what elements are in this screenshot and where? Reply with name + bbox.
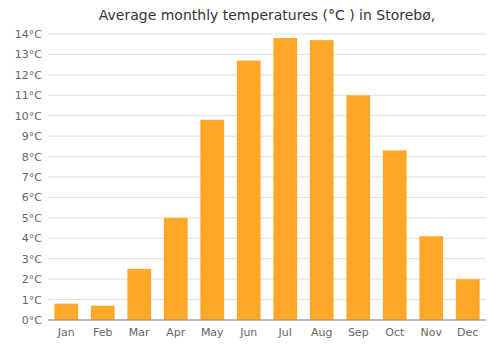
bar <box>91 306 115 320</box>
y-tick-label: 11°C <box>15 89 42 102</box>
bar <box>346 95 370 320</box>
bar <box>127 269 151 320</box>
x-tick-label: Oct <box>385 326 405 339</box>
y-tick-label: 5°C <box>22 212 42 225</box>
bar <box>419 236 443 320</box>
y-tick-label: 8°C <box>22 151 42 164</box>
grid-line <box>48 320 486 321</box>
y-tick-label: 0°C <box>22 314 42 327</box>
x-tick-label: Nov <box>421 326 443 339</box>
y-tick-label: 12°C <box>15 69 42 82</box>
grid <box>48 34 486 320</box>
grid-line <box>48 156 486 157</box>
y-tick-label: 2°C <box>22 273 42 286</box>
bar <box>164 218 188 320</box>
bar <box>456 279 480 320</box>
bar <box>273 38 297 320</box>
title: Average monthly temperatures (°C ) in St… <box>99 7 435 23</box>
bar <box>237 61 261 320</box>
y-tick-label: 14°C <box>15 28 42 41</box>
grid-line <box>48 95 486 96</box>
y-tick-label: 10°C <box>15 110 42 123</box>
y-tick-label: 9°C <box>22 130 42 143</box>
x-axis-line <box>48 320 486 321</box>
y-tick-label: 3°C <box>22 253 42 266</box>
grid-line <box>48 74 486 75</box>
y-tick-label: 1°C <box>22 294 42 307</box>
x-tick-label: Mar <box>129 326 150 339</box>
x-tick-label: May <box>201 326 224 339</box>
bar <box>54 304 78 320</box>
grid-line <box>48 136 486 137</box>
bar <box>200 120 224 320</box>
x-tick-label: Apr <box>166 326 186 339</box>
x-tick-label: Sep <box>348 326 369 339</box>
y-tick-label: 13°C <box>15 48 42 61</box>
x-tick-label: Feb <box>93 326 112 339</box>
chart: Average monthly temperatures (°C ) in St… <box>0 0 500 350</box>
y-tick-label: 7°C <box>22 171 42 184</box>
y-tick-label: 4°C <box>22 232 42 245</box>
grid-line <box>48 177 486 178</box>
y-axis: 0°C 1°C 2°C 3°C 4°C 5°C 6°C 7°C 8°C 9°C 10°C 11°C 12… <box>15 28 42 327</box>
grid-line <box>48 115 486 116</box>
grid-line <box>48 54 486 55</box>
x-tick-label: Aug <box>311 326 332 339</box>
x-tick-label: Jul <box>278 326 292 339</box>
x-tick-label: Dec <box>457 326 478 339</box>
y-tick-label: 6°C <box>22 191 42 204</box>
x-tick-label: Jan <box>57 326 75 339</box>
bar <box>310 40 334 320</box>
grid-line <box>48 217 486 218</box>
bars <box>54 38 479 320</box>
grid-line <box>48 34 486 35</box>
grid-line <box>48 197 486 198</box>
x-tick-label: Jun <box>239 326 257 339</box>
x-axis: Jan Feb Mar Apr May Jun Jul Aug Sep Oct Nov Dec <box>57 326 479 339</box>
bar <box>383 150 407 320</box>
